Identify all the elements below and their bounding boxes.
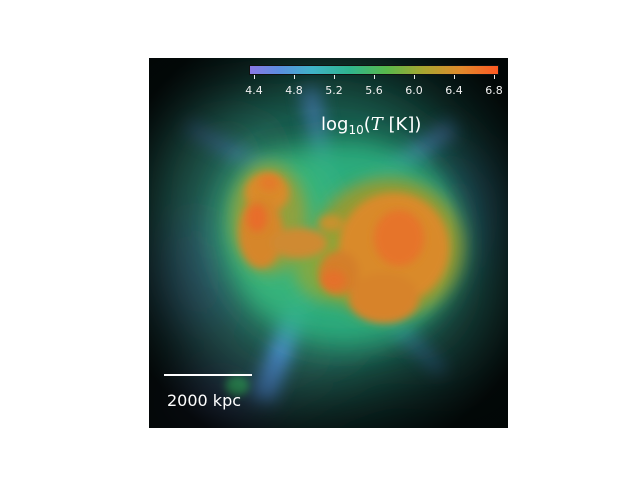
- colorbar-tick-label: 6.0: [405, 84, 423, 97]
- colorbar-tick-label: 4.4: [245, 84, 263, 97]
- colorbar-tick: [254, 75, 255, 79]
- colorbar-label-close-paren: ): [414, 114, 422, 135]
- colorbar-label-variable: T: [370, 114, 383, 135]
- temperature-map: log10(T [K]) 2000 kpc 4.4 4.8 5.2 5.6 6.0 6.4…: [149, 58, 508, 428]
- colorbar-tick: [414, 75, 415, 79]
- colorbar-label-open-paren: (: [363, 114, 371, 135]
- scale-bar: [164, 374, 252, 376]
- scale-bar-label: 2000 kpc: [167, 391, 242, 410]
- colorbar-tick-label: 5.6: [365, 84, 383, 97]
- colorbar-tick: [374, 75, 375, 79]
- colorbar-tick: [294, 75, 295, 79]
- colorbar-tick: [334, 75, 335, 79]
- colorbar-tick-label: 5.2: [325, 84, 343, 97]
- colorbar-label-unit: [K]: [382, 114, 415, 135]
- colorbar-tick: [494, 75, 495, 79]
- colorbar-tick-label: 4.8: [285, 84, 303, 97]
- colorbar: [249, 65, 499, 75]
- temperature-map-image: [149, 58, 508, 428]
- colorbar-tick-label: 6.4: [445, 84, 463, 97]
- colorbar-label-prefix: log: [321, 114, 349, 135]
- colorbar-label: log10(T [K]): [321, 114, 422, 137]
- colorbar-tick: [454, 75, 455, 79]
- colorbar-tick-label: 6.8: [485, 84, 503, 97]
- colorbar-label-subscript: 10: [348, 123, 364, 137]
